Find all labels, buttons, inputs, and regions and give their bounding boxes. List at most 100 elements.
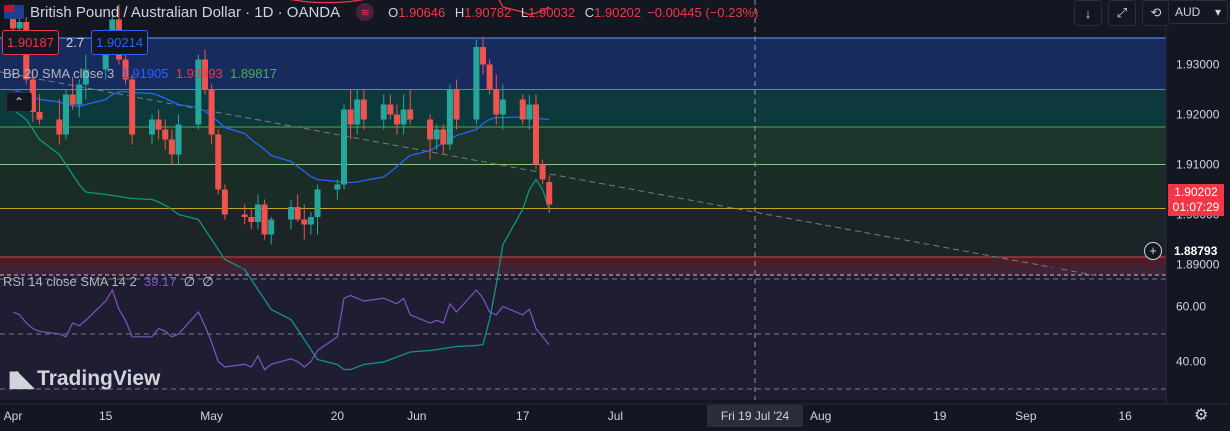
candle-body <box>427 120 433 140</box>
last-price: 1.90202 <box>1168 185 1224 200</box>
candle-body <box>401 110 407 125</box>
chevron-up-icon: ⌃ <box>14 95 24 109</box>
add-alert-plus-icon[interactable]: + <box>1144 242 1162 260</box>
rsi-legend[interactable]: RSI 14 close SMA 14 2 39.17 ∅ ∅ <box>3 274 214 290</box>
fib-zone <box>0 90 1166 128</box>
candle-body <box>36 112 42 120</box>
gear-icon[interactable]: ⚙ <box>1194 405 1208 425</box>
currency-label: AUD <box>1175 5 1200 19</box>
candle-body <box>262 205 268 235</box>
candle-body <box>540 165 546 180</box>
candle-body <box>209 90 215 135</box>
candle-body <box>348 110 354 125</box>
candle-body <box>361 100 367 120</box>
candle-body <box>354 100 360 125</box>
candle-body <box>447 90 453 145</box>
price-tick-label: 1.92000 <box>1176 108 1220 122</box>
candle-body <box>248 217 254 222</box>
candle-body <box>63 95 69 135</box>
candle-body <box>341 110 347 185</box>
spread-value: 2.7 <box>62 35 88 50</box>
fib-zone <box>0 127 1166 165</box>
candle-body <box>480 47 486 65</box>
time-tick-label: Aug <box>810 409 831 423</box>
candle-body <box>440 130 446 145</box>
download-icon[interactable]: ↓ <box>1074 0 1102 26</box>
price-tick-label: 1.93000 <box>1176 58 1220 72</box>
candle-body <box>129 80 135 135</box>
bb-lower-value: 1.89817 <box>230 66 277 81</box>
candle-body <box>288 207 294 220</box>
time-tick-label: Jun <box>407 409 426 423</box>
candle-body <box>162 130 168 140</box>
candle-body <box>215 135 221 190</box>
rsi-label: RSI 14 close SMA 14 2 <box>3 274 137 289</box>
rsi-extra-2: ∅ <box>202 274 213 289</box>
time-tick-label: Jul <box>608 409 623 423</box>
time-tick-label: Sep <box>1015 409 1037 423</box>
candle-body <box>222 190 228 215</box>
candle-body <box>454 90 460 120</box>
candle-body <box>434 130 440 140</box>
fib-zone <box>0 257 1166 268</box>
tradingview-logo-icon: ▮◣ <box>8 366 31 392</box>
chart-toolbar: ↓ ⤢ ⟲ <box>1074 0 1170 26</box>
time-tick-label: 16 <box>1118 409 1132 423</box>
sell-button[interactable]: 1.90187 <box>2 30 59 55</box>
candle-body <box>156 120 162 130</box>
candle-body <box>70 95 76 105</box>
buy-button[interactable]: 1.90214 <box>91 30 148 55</box>
candle-body <box>56 120 62 135</box>
symbol-title[interactable]: British Pound / Australian Dollar · 1D ·… <box>30 4 340 21</box>
tradingview-logo[interactable]: ▮◣ TradingView <box>8 366 160 392</box>
candle-body <box>394 115 400 125</box>
screenshot-icon[interactable]: ⟲ <box>1142 0 1170 26</box>
rsi-tick-label: 60.00 <box>1176 300 1206 314</box>
time-tick-label: 17 <box>516 409 530 423</box>
chevron-down-icon: ▾ <box>1215 5 1221 19</box>
time-tick-label: Apr <box>4 409 23 423</box>
candle-body <box>381 105 387 120</box>
candle-body <box>76 85 82 105</box>
candle-body <box>149 120 155 135</box>
candle-body <box>255 205 261 223</box>
time-tick-label: May <box>200 409 223 423</box>
candle-body <box>268 220 274 235</box>
candle-body <box>520 100 526 120</box>
fullscreen-icon[interactable]: ⤢ <box>1108 0 1136 26</box>
candle-body <box>407 110 413 120</box>
candle-body <box>315 190 321 218</box>
candle-body <box>473 47 479 120</box>
candle-body <box>500 100 506 115</box>
candle-body <box>533 105 539 165</box>
fib-zone <box>0 165 1166 209</box>
crosshair-price-tag: 1.88793 <box>1170 242 1226 260</box>
candle-body <box>546 182 552 205</box>
crosshair-date-tag: Fri 19 Jul '24 <box>707 405 803 427</box>
candle-body <box>301 220 307 225</box>
bb-legend[interactable]: BB 20 SMA close 3 1.91905 1.93993 1.8981… <box>3 66 277 81</box>
candle-body <box>169 140 175 155</box>
change-value: −0.00445 (−0.23%) <box>647 5 758 20</box>
trade-buttons: 1.90187 2.7 1.90214 <box>2 30 148 55</box>
rsi-extra-1: ∅ <box>184 274 195 289</box>
time-tick-label: 15 <box>99 409 113 423</box>
time-tick-label: 19 <box>933 409 947 423</box>
logo-text: TradingView <box>37 367 160 391</box>
time-tick-label: 20 <box>331 409 345 423</box>
pane-link-icon[interactable]: ≋ <box>356 3 374 21</box>
collapse-legend-button[interactable]: ⌃ <box>6 92 32 112</box>
candle-body <box>526 105 532 120</box>
fib-zone <box>0 209 1166 258</box>
last-price-tag: 1.90202 01:07:29 <box>1168 184 1224 216</box>
rsi-value: 39.17 <box>144 274 177 289</box>
candle-body <box>493 90 499 115</box>
candle-body <box>308 217 314 225</box>
bb-basis-value: 1.91905 <box>122 66 169 81</box>
ohlc-values: O1.90646 H1.90782 L1.90032 C1.90202 <box>388 5 647 20</box>
bb-label: BB 20 SMA close 3 <box>3 66 114 81</box>
candle-body <box>176 125 182 155</box>
candle-body <box>487 65 493 90</box>
chart-canvas[interactable]: 1.940001.930001.920001.910001.900001.890… <box>0 0 1230 431</box>
currency-select[interactable]: AUD ▾ <box>1168 0 1228 24</box>
